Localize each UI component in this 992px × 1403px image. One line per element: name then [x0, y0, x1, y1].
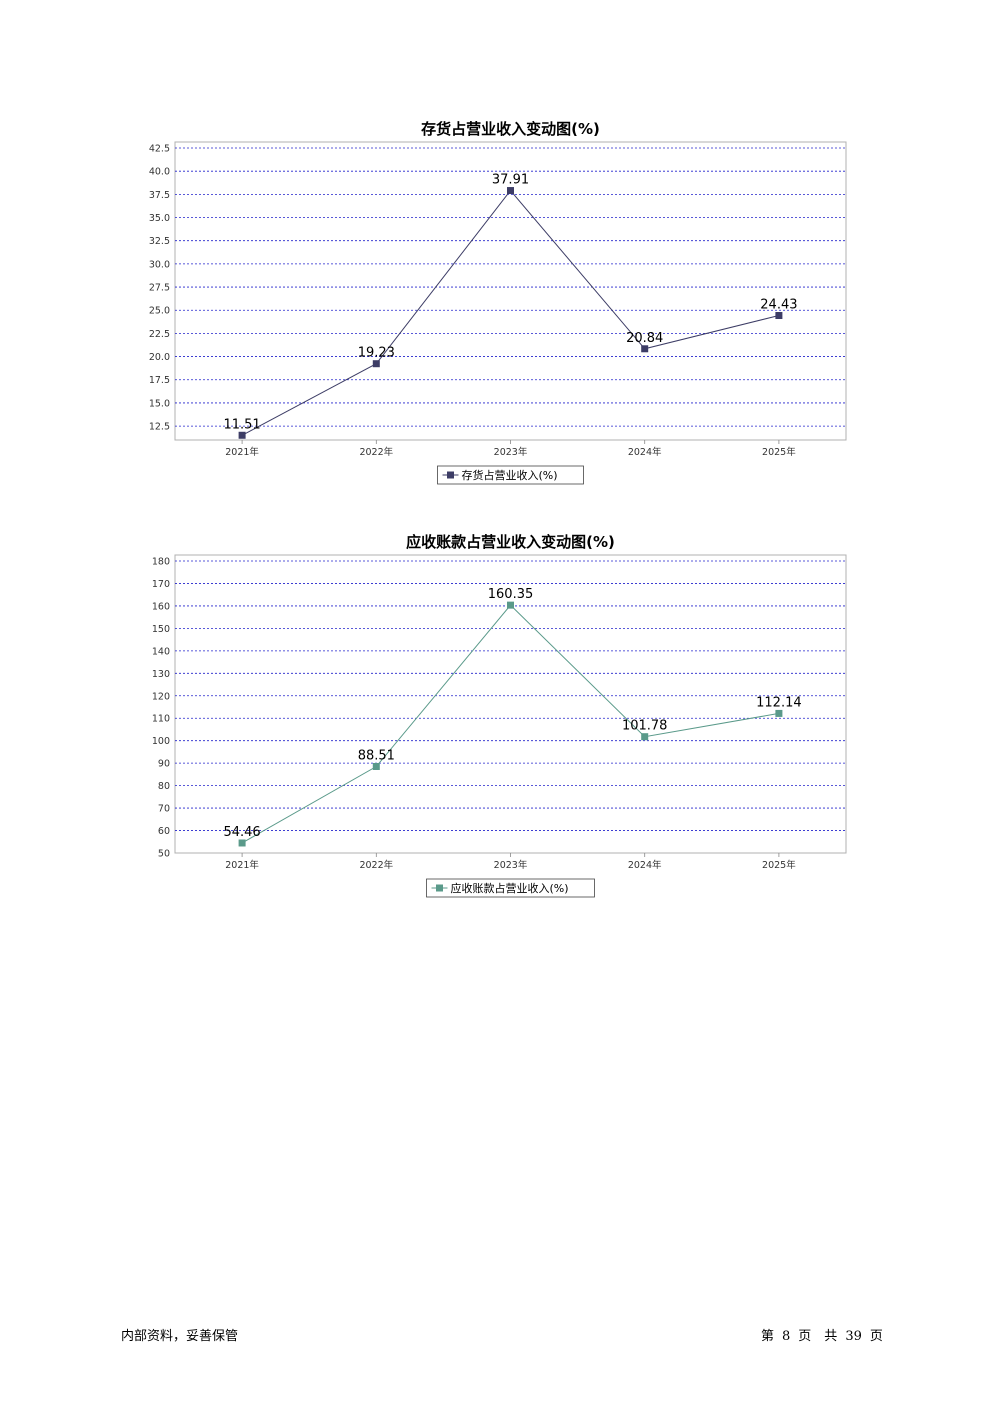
y-tick-label: 70	[158, 804, 170, 815]
y-tick-label: 120	[152, 691, 170, 702]
y-tick-label: 25.0	[149, 306, 170, 317]
page-prefix: 第	[761, 1329, 775, 1344]
y-tick-label: 32.5	[149, 236, 170, 247]
x-tick-label: 2021年	[225, 446, 259, 458]
y-tick-label: 60	[158, 826, 170, 837]
y-tick-label: 140	[152, 646, 170, 657]
x-tick-label: 2021年	[225, 859, 259, 871]
data-point	[641, 733, 649, 741]
x-tick-label: 2022年	[359, 446, 393, 458]
data-label: 54.46	[223, 825, 260, 840]
y-tick-label: 20.0	[149, 352, 170, 363]
legend-label: 存货占营业收入(%)	[462, 468, 558, 482]
inventory-ratio-chart: 存货占营业收入变动图(%) 12.5 15.0 17.5 20.0 22.5 25.0 27.…	[140, 112, 860, 492]
legend-box	[437, 465, 584, 485]
y-tick-label: 17.5	[149, 375, 170, 386]
y-tick-label: 180	[152, 557, 170, 568]
page-mid: 页 共	[798, 1329, 838, 1344]
legend-label: 应收账款占营业收入(%)	[451, 881, 569, 895]
data-point	[238, 431, 246, 439]
x-tick-label: 2022年	[359, 859, 393, 871]
data-label: 11.51	[223, 417, 260, 432]
y-tick-label: 150	[152, 624, 170, 635]
y-tick-label: 50	[158, 849, 170, 860]
y-tick-label: 30.0	[149, 259, 170, 270]
chart-title: 存货占营业收入变动图(%)	[421, 120, 600, 138]
data-point	[372, 763, 380, 771]
page-suffix: 页	[869, 1329, 883, 1344]
data-point	[507, 187, 514, 195]
legend-marker	[447, 471, 454, 479]
data-label: 112.14	[756, 695, 802, 710]
data-point	[372, 360, 380, 368]
data-point	[238, 839, 246, 847]
confidential-note: 内部资料，妥善保管	[121, 1329, 239, 1344]
receivables-ratio-chart-svg: 应收账款占营业收入变动图(%) 50 60 70 80 90 100 110 120 130 140…	[152, 533, 847, 898]
y-tick-label: 42.5	[149, 144, 170, 155]
x-tick-label: 2024年	[628, 859, 662, 871]
data-label: 24.43	[760, 298, 797, 313]
receivables-ratio-chart: 应收账款占营业收入变动图(%) 50 60 70 80 90 100 110 120 130 140…	[140, 525, 860, 905]
y-tick-label: 15.0	[149, 398, 170, 409]
x-tick-label: 2025年	[762, 859, 796, 871]
data-label: 37.91	[492, 173, 529, 188]
data-label: 101.78	[622, 719, 668, 734]
page-number: 8	[782, 1329, 791, 1344]
data-point	[775, 709, 783, 717]
y-tick-label: 40.0	[149, 167, 170, 178]
y-tick-label: 80	[158, 781, 170, 792]
y-tick-label: 160	[152, 601, 170, 612]
data-label: 20.84	[626, 331, 663, 346]
x-tick-label: 2024年	[628, 446, 662, 458]
data-label: 160.35	[488, 587, 534, 602]
y-tick-label: 170	[152, 579, 170, 590]
y-tick-label: 27.5	[149, 283, 170, 294]
y-tick-label: 37.5	[149, 190, 170, 201]
y-tick-label: 130	[152, 669, 170, 680]
y-tick-label: 22.5	[149, 329, 170, 340]
page-total: 39	[845, 1329, 862, 1344]
data-label: 19.23	[358, 346, 395, 361]
x-tick-label: 2023年	[494, 859, 528, 871]
data-point	[641, 345, 649, 353]
data-point	[507, 601, 514, 609]
y-tick-label: 90	[158, 759, 170, 770]
chart-title: 应收账款占营业收入变动图(%)	[406, 533, 615, 551]
legend-marker	[436, 884, 443, 892]
x-tick-label: 2025年	[762, 446, 796, 458]
data-label: 88.51	[358, 749, 395, 764]
legend-box	[426, 878, 595, 898]
y-tick-label: 35.0	[149, 213, 170, 224]
y-tick-label: 110	[152, 714, 170, 725]
y-tick-label: 100	[152, 736, 170, 747]
inventory-ratio-chart-svg: 存货占营业收入变动图(%) 12.5 15.0 17.5 20.0 22.5 25.0 27.…	[149, 120, 847, 485]
data-point	[775, 312, 783, 320]
y-tick-label: 12.5	[149, 422, 170, 433]
x-tick-label: 2023年	[494, 446, 528, 458]
